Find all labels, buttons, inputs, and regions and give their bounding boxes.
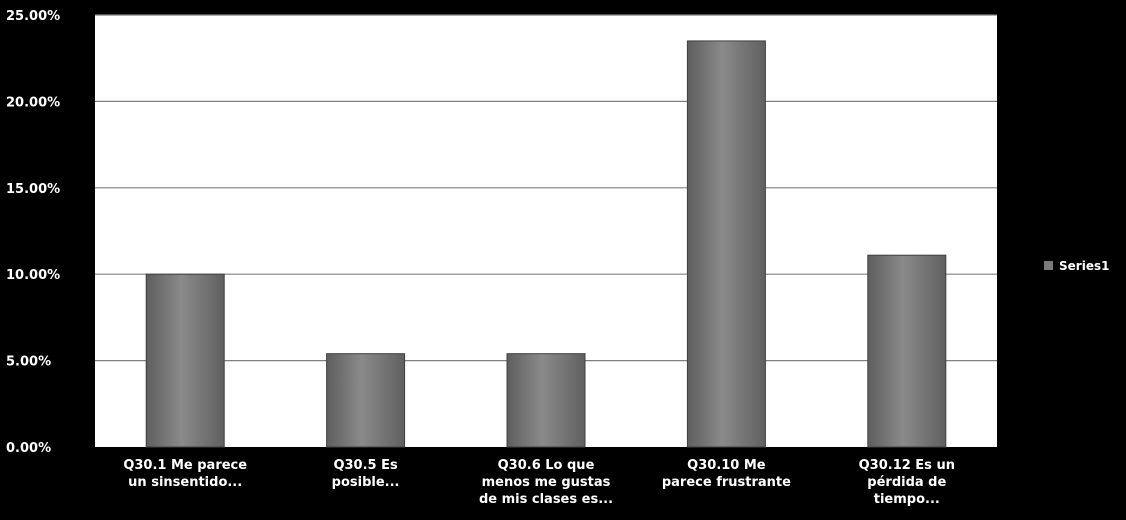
y-tick-label: 15.00% [6, 182, 60, 197]
bars [145, 40, 947, 448]
bar [145, 273, 225, 448]
legend-swatch-series1 [1044, 261, 1053, 270]
bar [326, 353, 406, 448]
x-category-label: Q30.6 Lo que menos me gustas de mis clases… [479, 458, 613, 507]
y-tick-label: 10.00% [6, 268, 60, 283]
bar [686, 40, 766, 448]
x-category-label: Q30.10 Me parece frustrante [662, 458, 791, 490]
x-category-label: Q30.1 Me parece un sinsentido... [123, 458, 247, 490]
y-tick-label: 20.00% [6, 95, 60, 110]
y-tick-label: 25.00% [6, 9, 60, 24]
y-tick-label: 0.00% [6, 441, 51, 456]
legend-label-series1: Series1 [1059, 259, 1109, 273]
x-category-label: Q30.5 Es posible... [332, 458, 400, 490]
legend: Series1 [1044, 259, 1109, 273]
x-axis-categories: Q30.1 Me parece un sinsentido... Q30.5 Es p… [123, 458, 955, 507]
y-axis-ticks: 0.00% 5.00% 10.00% 15.00% 20.00% 25.00% [6, 9, 60, 456]
bar [867, 254, 947, 448]
x-category-label: Q30.12 Es un pérdida de tiempo... [859, 458, 955, 507]
bar [506, 353, 586, 448]
y-tick-label: 5.00% [6, 355, 51, 370]
gridlines [95, 14, 997, 362]
